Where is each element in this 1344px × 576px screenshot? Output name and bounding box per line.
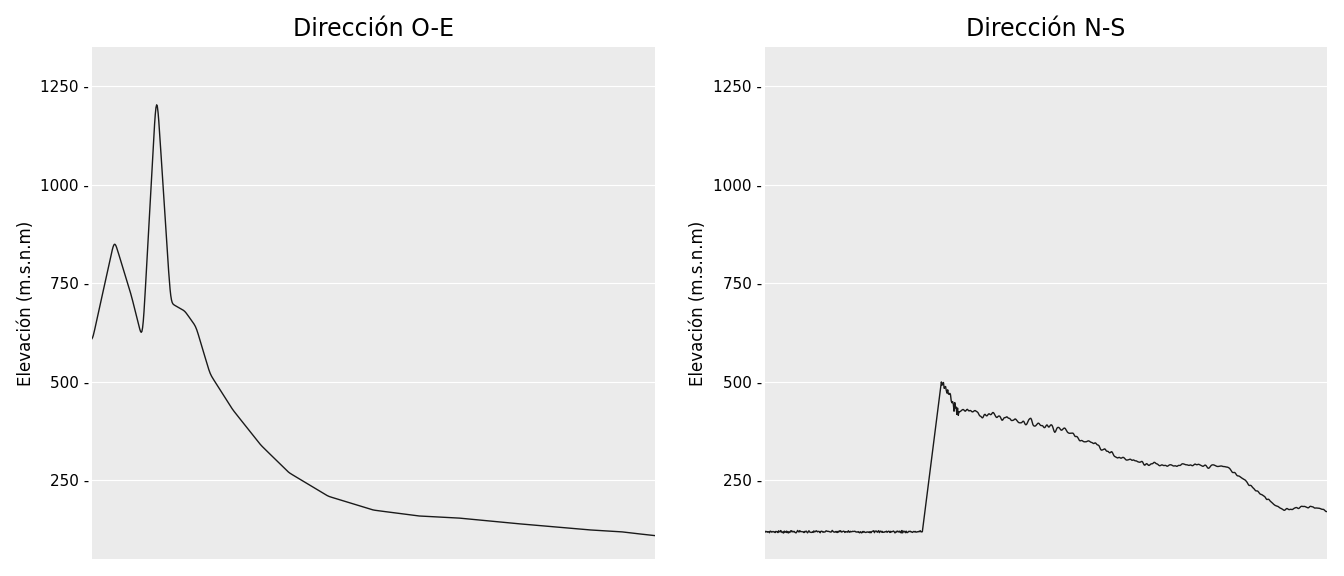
Title: Dirección O-E: Dirección O-E: [293, 17, 454, 41]
Title: Dirección N-S: Dirección N-S: [966, 17, 1126, 41]
Y-axis label: Elevación (m.s.n.m): Elevación (m.s.n.m): [689, 221, 707, 386]
Y-axis label: Elevación (m.s.n.m): Elevación (m.s.n.m): [16, 221, 35, 386]
